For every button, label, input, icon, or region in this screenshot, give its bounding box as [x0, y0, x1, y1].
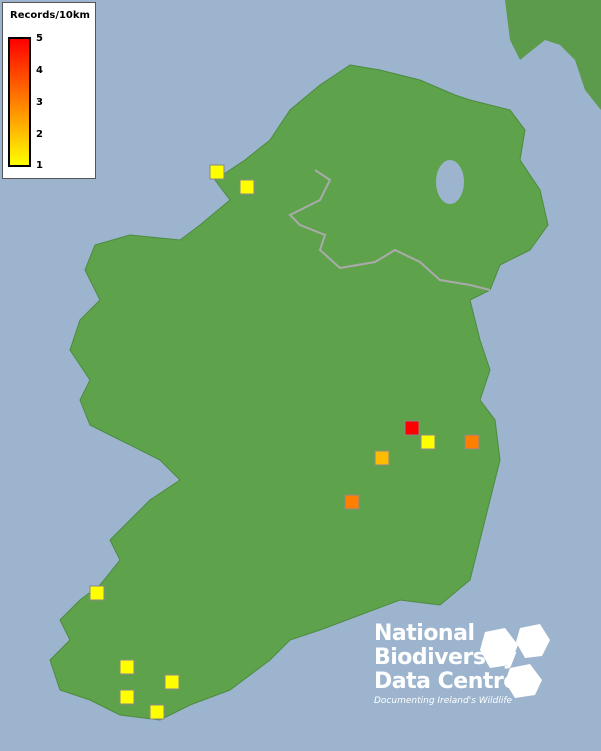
record-square — [149, 704, 165, 720]
logo-line-2: Biodiversity — [374, 645, 517, 670]
logo-line-1: National — [374, 621, 475, 646]
lough-neagh — [436, 160, 464, 204]
record-square — [119, 689, 135, 705]
legend-tick: 2 — [36, 129, 43, 140]
record-square — [239, 179, 255, 195]
ireland-landmass — [49, 64, 549, 721]
record-markers — [89, 164, 480, 720]
record-square — [464, 434, 480, 450]
record-square — [420, 434, 436, 450]
legend-tick: 1 — [36, 160, 43, 171]
legend: Records/10km 5 4 3 2 1 — [2, 2, 96, 179]
legend-tick: 5 — [36, 33, 43, 44]
logo-line-3: Data Centre — [374, 669, 518, 694]
record-square — [404, 420, 420, 436]
record-square — [164, 674, 180, 690]
legend-title: Records/10km — [10, 10, 90, 21]
record-square — [89, 585, 105, 601]
record-square — [209, 164, 225, 180]
legend-color-bar — [8, 37, 31, 167]
legend-tick: 4 — [36, 65, 43, 76]
record-square — [344, 494, 360, 510]
legend-tick: 3 — [36, 97, 43, 108]
logo-tagline: Documenting Ireland's Wildlife — [374, 696, 513, 706]
scotland-landmass — [505, 0, 601, 110]
record-square — [119, 659, 135, 675]
border-line — [288, 169, 491, 291]
nbdc-logo: National Biodiversity Data Centre Docume… — [374, 621, 518, 707]
record-square — [374, 450, 390, 466]
